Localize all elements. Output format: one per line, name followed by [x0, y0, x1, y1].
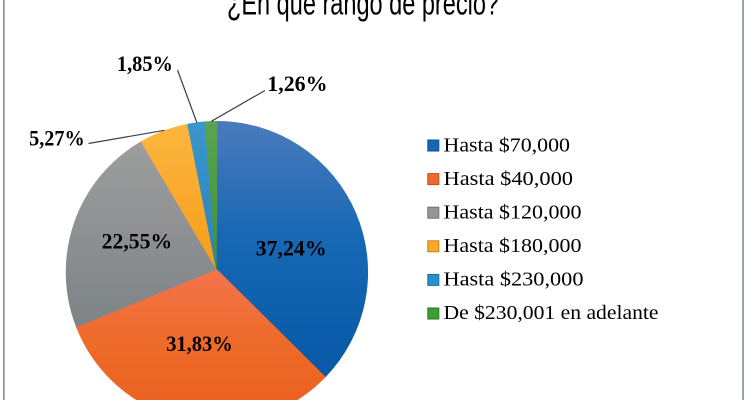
svg-text:1,85%: 1,85%: [117, 51, 173, 76]
svg-text:31,83%: 31,83%: [166, 331, 233, 356]
svg-text:5,27%: 5,27%: [29, 125, 85, 150]
svg-text:Hasta $120,000: Hasta $120,000: [444, 201, 582, 223]
svg-text:Hasta $180,000: Hasta $180,000: [444, 235, 582, 257]
svg-text:37,24%: 37,24%: [256, 236, 327, 261]
svg-text:Hasta $40,000: Hasta $40,000: [444, 168, 574, 190]
svg-text:22,55%: 22,55%: [102, 229, 173, 254]
svg-text:De $230,001 en adelante: De $230,001 en adelante: [444, 302, 659, 324]
svg-text:¿En qué rango de precio?: ¿En qué rango de precio?: [227, 0, 499, 22]
svg-text:1,26%: 1,26%: [267, 71, 327, 96]
svg-text:Hasta $230,000: Hasta $230,000: [444, 268, 584, 290]
svg-text:Hasta $70,000: Hasta $70,000: [444, 134, 571, 156]
